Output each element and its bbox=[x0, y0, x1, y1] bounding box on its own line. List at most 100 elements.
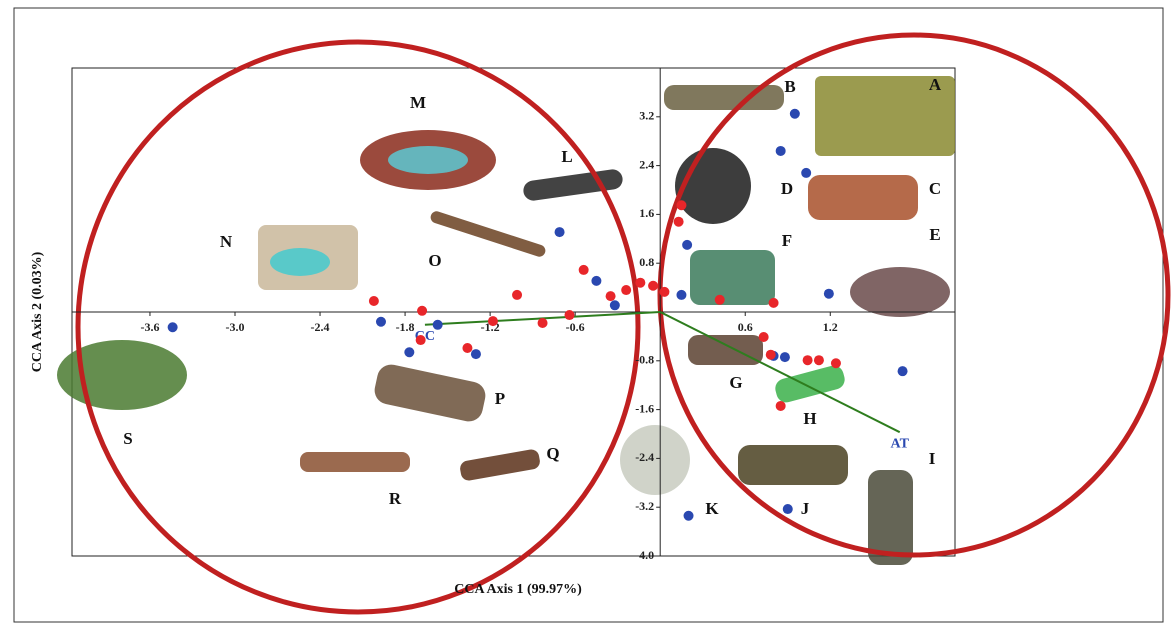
y-tick-label: 2.4 bbox=[639, 157, 654, 171]
point bbox=[605, 291, 616, 302]
point bbox=[432, 319, 443, 330]
point bbox=[417, 305, 428, 316]
vector bbox=[659, 311, 901, 434]
x-tick-label: 0.6 bbox=[738, 320, 753, 334]
point bbox=[537, 317, 548, 328]
frame bbox=[13, 7, 1164, 623]
lizard-image bbox=[688, 335, 763, 365]
point bbox=[673, 216, 684, 227]
lizard-image bbox=[815, 76, 955, 156]
snake-image bbox=[270, 248, 330, 276]
panel-letter: L bbox=[561, 147, 572, 166]
point bbox=[487, 316, 498, 327]
snake-image bbox=[675, 148, 751, 224]
panel-letter: F bbox=[782, 231, 792, 250]
y-tick-label: -1.6 bbox=[635, 401, 654, 415]
snake-image bbox=[620, 425, 690, 495]
panel-letter: K bbox=[705, 499, 719, 518]
point bbox=[375, 316, 386, 327]
panel-letter: M bbox=[410, 93, 426, 112]
point bbox=[635, 277, 646, 288]
lizard-image bbox=[460, 449, 540, 481]
point bbox=[415, 335, 426, 346]
point bbox=[779, 352, 790, 363]
point bbox=[830, 358, 841, 369]
point bbox=[554, 227, 565, 238]
point bbox=[682, 239, 693, 250]
panel-letter: B bbox=[784, 77, 795, 96]
lizard-image bbox=[690, 250, 775, 305]
point bbox=[648, 280, 659, 291]
point bbox=[676, 200, 687, 211]
lizard-image bbox=[868, 470, 913, 565]
panel-letter: D bbox=[781, 179, 793, 198]
point bbox=[578, 264, 589, 275]
point bbox=[823, 288, 834, 299]
point bbox=[621, 285, 632, 296]
lizard-image bbox=[808, 175, 918, 220]
point bbox=[789, 108, 800, 119]
panel-letter: H bbox=[803, 409, 816, 428]
panel-letter: R bbox=[389, 489, 402, 508]
point bbox=[564, 310, 575, 321]
lizard-image bbox=[430, 211, 546, 257]
y-tick-label: -2.4 bbox=[635, 450, 654, 464]
point bbox=[512, 289, 523, 300]
vector-label: AT bbox=[891, 436, 910, 451]
point bbox=[404, 347, 415, 358]
panel-letter: I bbox=[929, 449, 936, 468]
y-tick-label: -4.0 bbox=[635, 548, 654, 562]
point bbox=[765, 349, 776, 360]
point bbox=[591, 275, 602, 286]
point bbox=[462, 342, 473, 353]
y-tick-label: 1.6 bbox=[639, 206, 654, 220]
lizard-image bbox=[374, 364, 486, 422]
snake-image bbox=[57, 340, 187, 410]
point bbox=[775, 400, 786, 411]
panel-letter: E bbox=[929, 225, 940, 244]
point bbox=[167, 322, 178, 333]
animal-images bbox=[57, 76, 955, 565]
lizard-image bbox=[775, 365, 845, 403]
panel-letter: A bbox=[929, 75, 942, 94]
panel-letter: J bbox=[801, 499, 810, 518]
y-tick-label: 0.8 bbox=[639, 255, 654, 269]
lizard-image bbox=[738, 445, 848, 485]
lizard-image bbox=[664, 85, 784, 110]
x-tick-label: -1.8 bbox=[396, 320, 415, 334]
x-tick-label: -3.6 bbox=[140, 320, 159, 334]
group-circle bbox=[75, 39, 641, 615]
lizard-image bbox=[300, 452, 410, 472]
panel-letter: C bbox=[929, 179, 941, 198]
y-tick-label: -3.2 bbox=[635, 499, 654, 513]
panel-letter: S bbox=[123, 429, 132, 448]
y-tick-label: 3.2 bbox=[639, 109, 654, 123]
panel-letter: G bbox=[729, 373, 742, 392]
snake-image bbox=[388, 146, 468, 174]
lizard-image bbox=[850, 267, 950, 317]
point bbox=[609, 300, 620, 311]
point bbox=[897, 366, 908, 377]
point bbox=[813, 355, 824, 366]
point bbox=[683, 510, 694, 521]
point bbox=[470, 349, 481, 360]
y-tick-label: -0.8 bbox=[635, 353, 654, 367]
point bbox=[714, 294, 725, 305]
point bbox=[659, 286, 670, 297]
point bbox=[758, 332, 769, 343]
point bbox=[775, 145, 786, 156]
x-tick-label: -2.4 bbox=[311, 320, 330, 334]
point bbox=[802, 355, 813, 366]
y-axis-title: CCA Axis 2 (0.03%) bbox=[30, 251, 45, 372]
x-tick-label: 1.2 bbox=[823, 320, 838, 334]
panel-letter: N bbox=[220, 232, 233, 251]
point bbox=[676, 289, 687, 300]
x-axis-title: CCA Axis 1 (99.97%) bbox=[454, 582, 582, 597]
panel-letter: Q bbox=[546, 444, 559, 463]
point bbox=[768, 297, 779, 308]
x-tick-label: -0.6 bbox=[566, 320, 585, 334]
panel-letter: P bbox=[495, 389, 505, 408]
point bbox=[801, 167, 812, 178]
panel-letter: O bbox=[428, 251, 441, 270]
